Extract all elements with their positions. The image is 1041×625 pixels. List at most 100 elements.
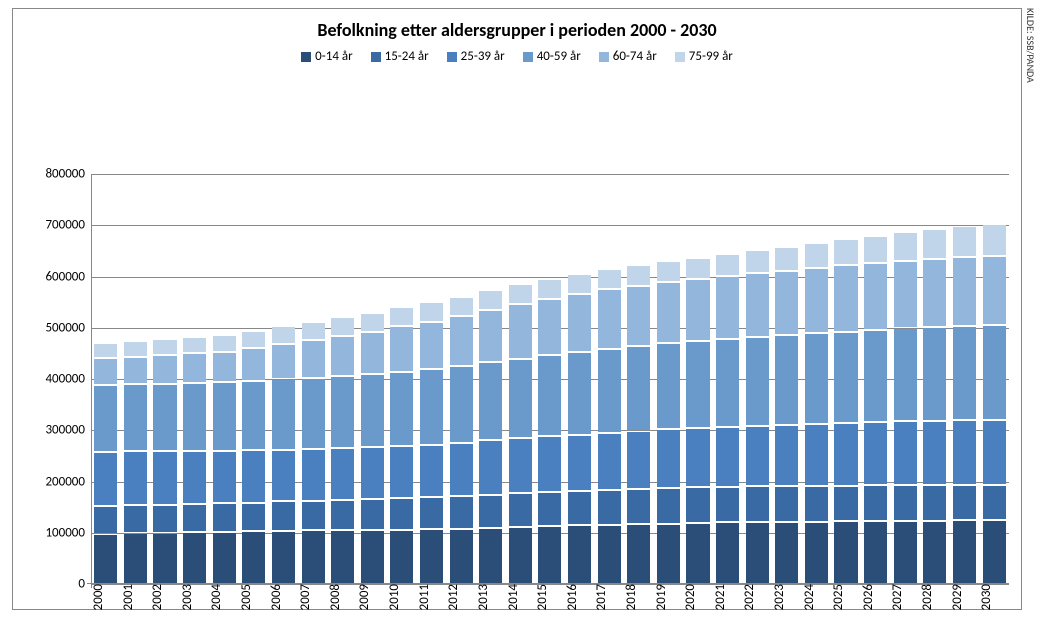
bar-segment (450, 298, 473, 316)
bar-segment (923, 260, 946, 326)
bar-segment (538, 300, 561, 354)
bar-segment (213, 383, 236, 450)
legend-item: 75-99 år (675, 49, 733, 64)
y-tick-label: 800000 (45, 167, 91, 182)
bar-column (654, 260, 684, 584)
bar-segment (775, 336, 798, 424)
bar-segment (272, 327, 295, 343)
bar-segment (716, 428, 739, 486)
bar-segment (509, 285, 532, 303)
bar-segment (686, 524, 709, 584)
bar-segment (124, 385, 147, 450)
bar-column (446, 296, 476, 585)
y-tick-label: 600000 (45, 269, 91, 284)
bar-column (565, 273, 595, 584)
bar-segment (420, 446, 443, 497)
x-tick-label: 2017 (594, 584, 624, 616)
bar-column (417, 301, 447, 584)
bar-segment (864, 486, 887, 520)
x-tick-label: 2025 (831, 584, 861, 616)
chart-frame: Befolkning etter aldersgrupper i periode… (12, 8, 1022, 610)
x-tick-label: 2023 (772, 584, 802, 616)
bar-segment (479, 291, 502, 309)
bar-segment (598, 491, 621, 524)
bar-segment (331, 531, 354, 584)
legend-item: 40-59 år (523, 49, 581, 64)
bar-segment (331, 377, 354, 447)
bar-segment (686, 429, 709, 486)
bar-segment (331, 501, 354, 529)
bar-segment (894, 486, 917, 520)
bar-segment (183, 452, 206, 503)
bar-segment (775, 426, 798, 485)
y-tick-label: 400000 (45, 372, 91, 387)
bar-segment (390, 499, 413, 529)
bars (91, 174, 1009, 584)
bar-segment (94, 535, 117, 584)
bar-segment (953, 521, 976, 584)
bar-segment (627, 266, 650, 285)
bar-segment (864, 331, 887, 421)
bar-column (357, 312, 387, 584)
bar-segment (805, 269, 828, 333)
bar-segment (361, 531, 384, 584)
bar-column (269, 325, 299, 584)
bar-segment (183, 338, 206, 352)
bar-segment (183, 384, 206, 450)
bar-segment (94, 453, 117, 505)
bar-segment (716, 255, 739, 275)
bar-segment (94, 507, 117, 533)
bar-segment (746, 523, 769, 584)
bar-segment (361, 500, 384, 529)
x-tick-label: 2015 (535, 584, 565, 616)
bar-segment (124, 452, 147, 504)
bar-segment (213, 533, 236, 584)
bar-segment (568, 526, 591, 584)
bar-segment (627, 432, 650, 487)
x-axis-labels: 2000200120022003200420052006200720082009… (91, 584, 1009, 616)
x-tick-label: 2010 (387, 584, 417, 616)
bar-segment (568, 492, 591, 524)
bar-segment (805, 487, 828, 521)
y-tick-label: 300000 (45, 423, 91, 438)
bar-segment (983, 486, 1006, 520)
bar-segment (124, 534, 147, 584)
x-tick-label: 2007 (298, 584, 328, 616)
bar-segment (242, 451, 265, 501)
bar-segment (509, 528, 532, 584)
bar-segment (538, 280, 561, 298)
bar-segment (302, 502, 325, 530)
bar-segment (331, 337, 354, 375)
bar-segment (94, 386, 117, 451)
bar-segment (450, 497, 473, 528)
bar-segment (864, 423, 887, 484)
bar-segment (331, 318, 354, 335)
bar-segment (242, 382, 265, 450)
bar-segment (834, 240, 857, 264)
bar-segment (390, 373, 413, 445)
x-tick-label: 2008 (328, 584, 358, 616)
bar-segment (361, 375, 384, 446)
y-tick-label: 700000 (45, 218, 91, 233)
bar-segment (923, 522, 946, 584)
chart-title: Befolkning etter aldersgrupper i periode… (13, 19, 1021, 41)
bar-segment (894, 262, 917, 328)
bar-segment (153, 534, 176, 584)
bar-segment (598, 350, 621, 432)
bar-segment (894, 522, 917, 584)
bar-segment (420, 370, 443, 444)
legend-item: 60-74 år (599, 49, 657, 64)
bar-segment (657, 283, 680, 342)
bar-segment (509, 494, 532, 526)
legend-label: 40-59 år (537, 49, 581, 64)
chart-legend: 0-14 år15-24 år25-39 år40-59 år60-74 år7… (13, 49, 1021, 64)
bar-column (950, 225, 980, 584)
bar-column (298, 321, 328, 584)
bar-segment (302, 341, 325, 376)
bar-segment (94, 359, 117, 384)
bar-segment (716, 340, 739, 426)
x-tick-label: 2030 (979, 584, 1009, 616)
bar-segment (568, 353, 591, 434)
x-tick-label: 2020 (683, 584, 713, 616)
bar-segment (834, 522, 857, 584)
